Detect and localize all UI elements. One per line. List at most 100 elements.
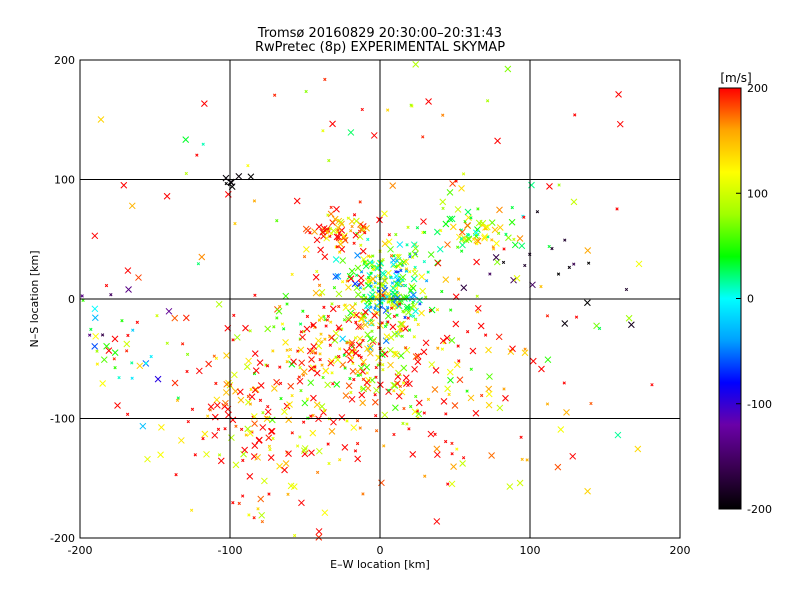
data-point <box>624 287 629 292</box>
data-point <box>174 473 178 477</box>
data-point <box>387 233 391 237</box>
data-point <box>396 278 400 283</box>
data-point <box>313 351 318 355</box>
data-point <box>461 456 466 460</box>
data-point <box>249 387 253 392</box>
data-point <box>346 216 350 220</box>
data-point <box>355 441 360 446</box>
data-point <box>385 269 392 277</box>
data-point <box>386 320 390 324</box>
data-point <box>573 113 577 117</box>
data-point <box>460 284 468 292</box>
data-point <box>401 421 405 426</box>
data-point <box>436 346 440 350</box>
data-point <box>260 519 265 524</box>
data-point <box>556 272 561 276</box>
data-point <box>155 314 159 318</box>
data-point <box>386 300 390 304</box>
data-point <box>415 399 423 407</box>
data-point <box>405 243 409 247</box>
data-point <box>361 338 365 343</box>
data-point <box>523 347 527 351</box>
data-point <box>432 367 440 374</box>
data-point <box>318 352 322 356</box>
data-point <box>420 218 427 225</box>
data-point <box>282 339 289 346</box>
data-point <box>376 308 380 312</box>
x-tick-0-label: 0 <box>377 544 384 557</box>
data-point <box>506 483 514 490</box>
data-point <box>288 347 293 352</box>
data-point <box>584 487 591 495</box>
data-point <box>387 245 394 253</box>
data-point <box>490 238 494 242</box>
data-point <box>225 411 232 419</box>
data-point <box>125 286 132 293</box>
data-point <box>554 463 562 471</box>
data-point <box>215 300 223 308</box>
data-point <box>223 352 230 359</box>
data-point <box>297 346 305 354</box>
data-point <box>434 451 441 459</box>
data-point <box>205 360 212 368</box>
data-point <box>380 321 384 325</box>
data-point <box>450 452 454 456</box>
data-point <box>446 368 454 376</box>
data-point <box>628 321 635 329</box>
data-point <box>310 343 318 350</box>
data-point <box>308 365 315 373</box>
data-point <box>502 247 506 251</box>
data-point <box>265 364 270 368</box>
data-point <box>382 444 386 448</box>
data-point <box>310 323 314 327</box>
data-point <box>457 359 461 363</box>
data-point <box>401 309 405 313</box>
data-point <box>247 513 251 517</box>
data-point <box>327 158 331 163</box>
data-point <box>282 292 290 300</box>
data-point <box>352 377 356 382</box>
data-point <box>466 233 471 237</box>
data-point <box>189 508 194 512</box>
data-point <box>353 449 358 453</box>
data-point <box>308 449 315 457</box>
data-point <box>394 264 398 269</box>
data-point <box>354 368 362 375</box>
data-point <box>271 436 275 441</box>
data-point <box>231 371 238 379</box>
data-point <box>385 388 392 396</box>
data-point <box>356 335 364 343</box>
data-point <box>409 284 417 292</box>
data-point <box>261 411 265 415</box>
data-point <box>234 424 238 428</box>
data-point <box>244 425 252 433</box>
data-point <box>410 291 417 299</box>
data-point <box>136 362 144 370</box>
data-point <box>539 284 543 289</box>
data-point <box>544 356 552 364</box>
data-point <box>353 311 360 319</box>
data-point <box>367 343 374 351</box>
data-point <box>297 375 301 379</box>
data-point <box>414 394 418 399</box>
data-point <box>282 327 286 331</box>
data-point <box>411 408 419 416</box>
data-point <box>373 306 377 311</box>
data-point <box>381 277 389 285</box>
colorbar-ticks: 200 100 0 -100 -200 <box>736 82 772 516</box>
data-point <box>338 347 342 351</box>
data-point <box>364 384 372 392</box>
data-point <box>228 434 235 442</box>
data-point <box>323 234 331 242</box>
data-point <box>287 382 295 390</box>
data-point <box>331 382 335 386</box>
data-point <box>281 466 288 474</box>
data-point <box>422 339 430 347</box>
data-point <box>357 354 361 358</box>
data-point <box>176 396 180 400</box>
data-point <box>436 245 444 253</box>
data-point <box>389 254 394 258</box>
data-point <box>252 516 256 520</box>
data-point <box>337 354 341 359</box>
data-point <box>423 230 427 235</box>
